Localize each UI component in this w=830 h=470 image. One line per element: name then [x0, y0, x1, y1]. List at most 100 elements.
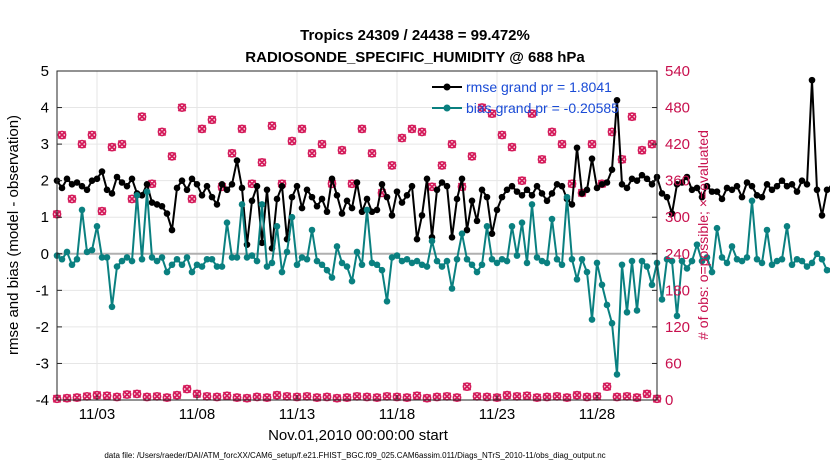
bias-data-point — [393, 252, 401, 259]
obs-top-possible-marker — [117, 139, 127, 149]
obs-top-possible-marker — [67, 194, 77, 204]
obs-top-evaluated-marker — [417, 127, 427, 137]
obs-bottom-possible-marker — [312, 393, 322, 402]
obs-top-evaluated-marker — [177, 103, 187, 112]
rmse-data-point — [83, 186, 91, 194]
bias-data-point — [378, 266, 386, 274]
rmse-data-point — [443, 182, 451, 190]
rmse-data-point — [553, 181, 561, 188]
bias-data-point — [198, 263, 206, 270]
rmse-data-point — [108, 190, 116, 197]
y-tick-label-right: 180 — [665, 282, 690, 299]
obs-bottom-possible-marker — [272, 390, 282, 400]
x-tick-label: 11/28 — [579, 406, 615, 423]
obs-bottom-evaluated-marker — [112, 392, 122, 402]
y-tick-label-right: 240 — [665, 246, 690, 263]
bias-data-point — [788, 261, 796, 269]
bias-data-point — [163, 268, 171, 276]
rmse-data-point — [463, 226, 471, 234]
rmse-data-point — [213, 201, 221, 208]
obs-bottom-possible-marker — [102, 391, 112, 401]
obs-bottom-possible-marker — [212, 392, 222, 402]
y-tick-label-left: 3 — [41, 136, 49, 153]
bias-data-point — [813, 250, 821, 258]
obs-top-evaluated-marker — [447, 139, 457, 149]
rmse-data-point — [233, 157, 241, 164]
obs-top-evaluated-marker — [167, 152, 177, 161]
obs-top-possible-marker — [637, 145, 647, 155]
obs-top-possible-marker — [627, 112, 637, 122]
rmse-data-point — [778, 177, 786, 184]
bias-data-point — [193, 261, 201, 269]
obs-bottom-possible-marker — [182, 384, 192, 394]
bias-data-point — [623, 308, 631, 316]
obs-top-evaluated-marker — [527, 109, 537, 118]
obs-top-evaluated-marker — [487, 109, 497, 118]
obs-top-evaluated-marker — [237, 124, 247, 134]
bias-data-point — [823, 266, 830, 274]
obs-top-evaluated-marker — [537, 155, 547, 164]
bias-data-point — [273, 223, 281, 230]
bias-data-point — [763, 226, 771, 234]
plot-frame — [56, 70, 658, 401]
obs-top-evaluated-marker — [587, 139, 597, 149]
rmse-data-point — [548, 190, 556, 197]
rmse-data-point — [173, 184, 181, 192]
bias-data-point — [728, 243, 736, 250]
bias-data-point — [503, 257, 511, 265]
obs-top-evaluated-marker — [87, 130, 97, 140]
obs-top-possible-marker — [357, 124, 367, 134]
bias-data-point — [213, 263, 221, 270]
rmse-data-point — [803, 181, 811, 188]
bias-data-point — [123, 254, 131, 261]
obs-top-possible-marker — [417, 127, 427, 137]
obs-top-possible-marker — [57, 130, 67, 140]
bias-data-point — [68, 261, 76, 269]
obs-top-evaluated-marker — [337, 145, 347, 155]
obs-top-evaluated-marker — [297, 124, 307, 134]
bias-data-point — [743, 254, 751, 261]
obs-bottom-possible-marker — [522, 391, 532, 401]
obs-top-evaluated-marker — [357, 124, 367, 134]
obs-top-evaluated-marker — [117, 139, 127, 149]
obs-bottom-possible-marker — [602, 382, 612, 391]
bias-data-point — [263, 263, 271, 270]
rmse-data-point — [493, 206, 501, 214]
rmse-data-point — [238, 184, 246, 192]
rmse-data-point — [353, 179, 361, 186]
rmse-data-point — [338, 210, 346, 217]
obs-bottom-evaluated-marker — [442, 392, 452, 401]
obs-bottom-evaluated-marker — [282, 392, 292, 401]
bias-data-point — [578, 255, 586, 263]
rmse-data-point — [518, 191, 526, 199]
obs-top-possible-marker — [197, 124, 207, 134]
bias-data-point — [398, 257, 406, 265]
rmse-data-point — [348, 204, 356, 212]
rmse-data-point — [253, 182, 261, 190]
bias-data-point — [293, 261, 301, 269]
obs-top-possible-marker — [307, 148, 317, 158]
rmse-data-point — [708, 188, 716, 195]
bias-data-point — [693, 241, 701, 248]
bias-data-point — [218, 263, 226, 270]
rmse-data-point — [468, 197, 476, 205]
rmse-data-point — [398, 199, 406, 206]
obs-top-evaluated-marker — [57, 130, 67, 140]
obs-bottom-evaluated-marker — [302, 392, 312, 401]
obs-top-possible-marker — [367, 148, 377, 158]
obs-bottom-possible-marker — [142, 392, 152, 402]
obs-markers — [52, 103, 662, 404]
rmse-data-point — [418, 212, 426, 219]
rmse-data-point — [668, 210, 676, 217]
obs-bottom-evaluated-marker — [332, 393, 342, 403]
bias-data-point — [568, 255, 576, 263]
bias-data-point — [368, 259, 376, 267]
bias-data-point — [468, 261, 476, 269]
rmse-data-point — [503, 186, 511, 194]
rmse-data-point — [593, 184, 601, 192]
obs-top-evaluated-marker — [77, 139, 87, 149]
obs-top-evaluated-marker — [197, 124, 207, 134]
rmse-data-point — [73, 179, 81, 186]
bias-data-point — [628, 257, 636, 265]
bias-data-point — [603, 301, 611, 309]
